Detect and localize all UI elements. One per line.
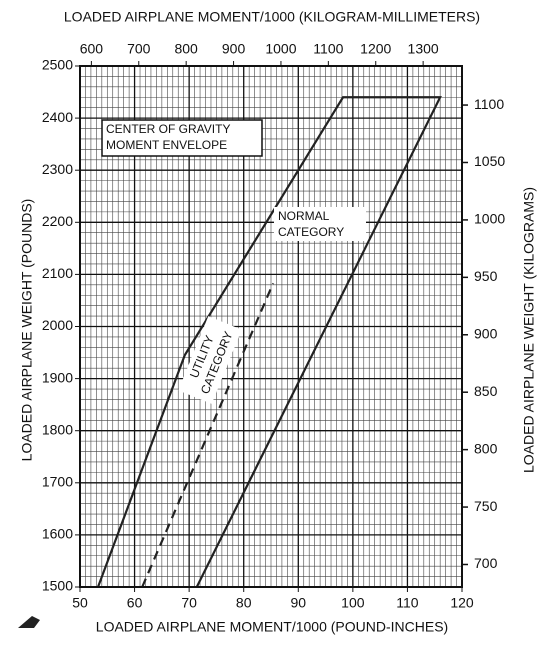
y2-tick-label: 950 — [474, 268, 498, 284]
y2-tick-label: 700 — [474, 555, 498, 571]
x2-tick-label: 900 — [222, 41, 246, 57]
x-tick-label: 120 — [450, 595, 474, 611]
x-tick-label: 70 — [181, 595, 197, 611]
annotation: MOMENT ENVELOPE — [106, 138, 227, 152]
x2-tick-label: 800 — [174, 41, 198, 57]
y2-tick-label: 1050 — [474, 153, 505, 169]
utility-limit-line — [141, 282, 275, 588]
y-axis-title: LOADED AIRPLANE WEIGHT (POUNDS) — [19, 199, 35, 462]
x2-tick-label: 700 — [127, 41, 151, 57]
y2-tick-label: 800 — [474, 440, 498, 456]
y-tick-label: 2400 — [42, 109, 73, 125]
y-tick-label: 2300 — [42, 161, 73, 177]
y-tick-label: 2500 — [42, 57, 73, 73]
annotation: NORMAL — [278, 209, 330, 223]
y-tick-label: 1600 — [42, 526, 73, 542]
annotation-box — [101, 119, 263, 157]
y-tick-label: 2100 — [42, 265, 73, 281]
x2-tick-label: 600 — [80, 41, 104, 57]
pen-icon — [18, 616, 40, 628]
envelope-line — [96, 96, 442, 588]
x-tick-label: 100 — [341, 595, 365, 611]
y-tick-label: 1700 — [42, 474, 73, 490]
y-tick-label: 1800 — [42, 421, 73, 437]
top-axis-title: LOADED AIRPLANE MOMENT/1000 (KILOGRAM-MI… — [64, 9, 480, 25]
x2-tick-label: 1000 — [265, 41, 296, 57]
x-tick-label: 60 — [127, 595, 143, 611]
y2-tick-label: 850 — [474, 383, 498, 399]
marks — [96, 96, 442, 588]
x-axis-title: LOADED AIRPLANE MOMENT/1000 (POUND-INCHE… — [96, 619, 448, 635]
y2-axis-title: LOADED AIRPLANE WEIGHT (KILOGRAMS) — [521, 187, 537, 473]
y-tick-label: 2200 — [42, 213, 73, 229]
x-tick-label: 110 — [396, 595, 419, 611]
annotation-bg — [178, 316, 242, 404]
x-tick-label: 50 — [72, 595, 88, 611]
y-tick-label: 1900 — [42, 369, 73, 385]
annotation: CATEGORY — [278, 225, 344, 239]
x2-tick-label: 1200 — [360, 41, 391, 57]
x-tick-label: 90 — [290, 595, 306, 611]
x2-tick-label: 1300 — [408, 41, 439, 57]
annotation-bg — [274, 207, 366, 241]
y2-tick-label: 1000 — [474, 211, 505, 227]
y2-tick-label: 750 — [474, 498, 498, 514]
annotation: CENTER OF GRAVITY — [106, 122, 230, 136]
x-tick-label: 80 — [236, 595, 252, 611]
y-tick-label: 1500 — [42, 578, 73, 594]
y-tick-label: 2000 — [42, 317, 73, 333]
x2-tick-label: 1100 — [313, 41, 343, 57]
y2-tick-label: 900 — [474, 325, 498, 341]
utility-label: UTILITY CATEGORY — [178, 316, 242, 404]
y2-tick-label: 1100 — [474, 96, 504, 112]
